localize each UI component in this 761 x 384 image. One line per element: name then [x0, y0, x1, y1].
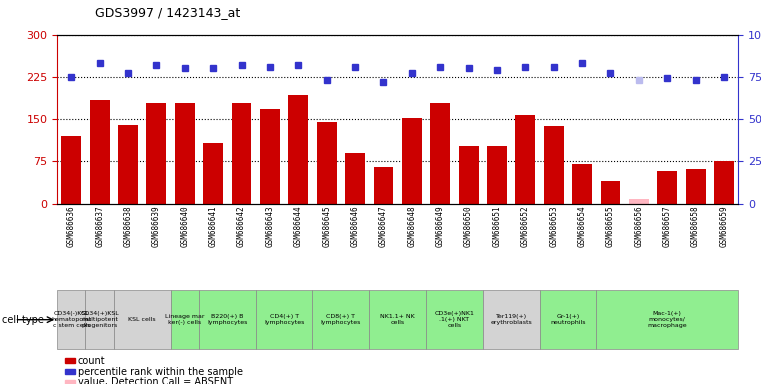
Text: count: count [78, 356, 105, 366]
Bar [170, 290, 199, 349]
Bar [515, 114, 535, 204]
Text: GSM686653: GSM686653 [549, 205, 559, 247]
Bar [544, 126, 564, 204]
Text: CD8(+) T
lymphocytes: CD8(+) T lymphocytes [320, 314, 361, 325]
Text: CD34(+)KSL
multipotent
progenitors: CD34(+)KSL multipotent progenitors [80, 311, 119, 328]
Bar [402, 118, 422, 204]
Text: percentile rank within the sample: percentile rank within the sample [78, 366, 243, 377]
Text: GSM686638: GSM686638 [123, 205, 132, 247]
Bar [430, 103, 450, 204]
Text: CD3e(+)NK1
.1(+) NKT
cells: CD3e(+)NK1 .1(+) NKT cells [435, 311, 474, 328]
Text: NK1.1+ NK
cells: NK1.1+ NK cells [380, 314, 415, 325]
Bar [175, 103, 195, 204]
Bar [374, 167, 393, 204]
Text: Mac-1(+)
monocytes/
macrophage: Mac-1(+) monocytes/ macrophage [648, 311, 687, 328]
Text: GSM686636: GSM686636 [67, 205, 76, 247]
Text: GSM686648: GSM686648 [407, 205, 416, 247]
Bar [345, 153, 365, 204]
Bar [686, 169, 705, 204]
Text: value, Detection Call = ABSENT: value, Detection Call = ABSENT [78, 377, 233, 384]
Text: GSM686655: GSM686655 [606, 205, 615, 247]
Text: CD34(-)KSL
hematopoiet
c stem cells: CD34(-)KSL hematopoiet c stem cells [51, 311, 91, 328]
Bar [426, 290, 482, 349]
Bar [256, 290, 313, 349]
Text: GSM686651: GSM686651 [492, 205, 501, 247]
Text: cell type: cell type [2, 314, 43, 325]
Text: GSM686659: GSM686659 [719, 205, 728, 247]
Text: GSM686639: GSM686639 [152, 205, 161, 247]
Text: GSM686645: GSM686645 [322, 205, 331, 247]
Text: GSM686654: GSM686654 [578, 205, 587, 247]
Text: GSM686647: GSM686647 [379, 205, 388, 247]
Text: GSM686637: GSM686637 [95, 205, 104, 247]
Text: GSM686643: GSM686643 [266, 205, 275, 247]
Bar [600, 181, 620, 204]
Bar [369, 290, 426, 349]
Bar [118, 125, 138, 204]
Bar [540, 290, 597, 349]
Bar [714, 161, 734, 204]
Text: GSM686658: GSM686658 [691, 205, 700, 247]
Text: GSM686640: GSM686640 [180, 205, 189, 247]
Bar [597, 290, 738, 349]
Text: KSL cells: KSL cells [129, 317, 156, 322]
Bar [658, 171, 677, 204]
Bar [260, 109, 280, 204]
Text: GSM686650: GSM686650 [464, 205, 473, 247]
Text: GSM686644: GSM686644 [294, 205, 303, 247]
Text: CD4(+) T
lymphocytes: CD4(+) T lymphocytes [264, 314, 304, 325]
Bar [313, 290, 369, 349]
Text: Ter119(+)
erythroblasts: Ter119(+) erythroblasts [490, 314, 532, 325]
Text: GSM686641: GSM686641 [209, 205, 218, 247]
Bar [572, 164, 592, 204]
Text: GSM686646: GSM686646 [351, 205, 359, 247]
Bar [90, 101, 110, 204]
Text: GSM686652: GSM686652 [521, 205, 530, 247]
Bar [57, 290, 85, 349]
Bar [317, 122, 336, 204]
Bar [199, 290, 256, 349]
Bar [288, 95, 308, 204]
Text: GDS3997 / 1423143_at: GDS3997 / 1423143_at [95, 6, 240, 19]
Bar [629, 199, 649, 204]
Text: Lineage mar
ker(-) cells: Lineage mar ker(-) cells [165, 314, 205, 325]
Bar [203, 143, 223, 204]
Bar [487, 146, 507, 204]
Bar [114, 290, 170, 349]
Bar [482, 290, 540, 349]
Text: GSM686649: GSM686649 [436, 205, 444, 247]
Bar [85, 290, 114, 349]
Text: B220(+) B
lymphocytes: B220(+) B lymphocytes [207, 314, 247, 325]
Bar [459, 146, 479, 204]
Text: GSM686642: GSM686642 [237, 205, 246, 247]
Bar [231, 103, 251, 204]
Bar [62, 136, 81, 204]
Text: Gr-1(+)
neutrophils: Gr-1(+) neutrophils [550, 314, 586, 325]
Text: GSM686657: GSM686657 [663, 205, 672, 247]
Text: GSM686656: GSM686656 [635, 205, 643, 247]
Bar [146, 103, 167, 204]
